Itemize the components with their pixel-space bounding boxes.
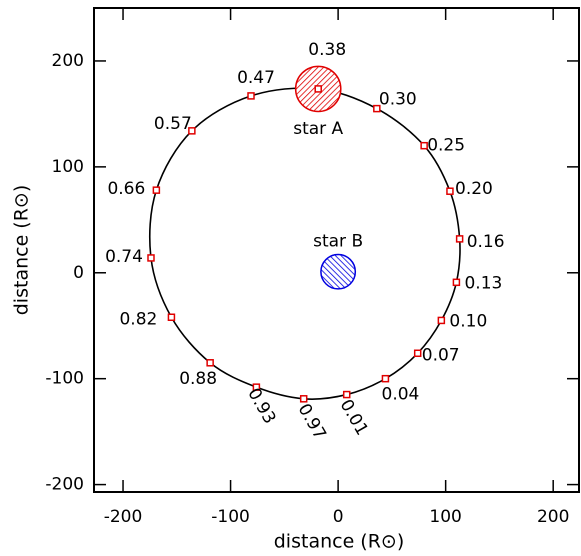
phase-label: 0.30: [379, 90, 417, 110]
phase-label: 0.16: [467, 232, 505, 252]
phase-point: [413, 349, 422, 358]
x-tick-label: 0: [333, 507, 344, 527]
phase-label: 0.82: [119, 309, 157, 329]
phase-point: [188, 127, 196, 135]
phase-point: [381, 374, 390, 383]
phase-label: 0.57: [154, 114, 192, 134]
phase-point: [152, 186, 161, 194]
phase-label: 0.07: [422, 345, 460, 365]
phase-point: [420, 141, 428, 150]
phase-label: 0.47: [237, 68, 275, 88]
phase-point: [373, 104, 381, 113]
phase-label: 0.88: [179, 369, 217, 389]
phase-label: 0.20: [455, 179, 493, 199]
y-tick-label: -100: [45, 369, 84, 389]
phase-point: [206, 359, 214, 367]
x-axis-label: distance (R⊙): [274, 531, 405, 553]
y-tick-label: -200: [45, 475, 84, 495]
y-tick-label: 200: [52, 51, 84, 71]
phase-point: [342, 390, 351, 399]
x-tick-label: 200: [537, 507, 569, 527]
phase-label: 0.13: [464, 273, 502, 293]
phase-point: [455, 235, 464, 243]
plot-frame: [93, 7, 580, 493]
phase-label: 0.10: [449, 311, 487, 331]
y-tick-label: 100: [52, 157, 84, 177]
phase-label: 0.25: [427, 136, 465, 156]
x-tick-label: -200: [104, 507, 143, 527]
phase-label: 0.93: [243, 385, 279, 428]
x-tick-label: 100: [429, 507, 461, 527]
phase-point: [247, 92, 255, 100]
phase-point: [252, 383, 261, 391]
phase-point: [167, 313, 176, 322]
phase-label: 0.66: [107, 179, 145, 199]
phase-point: [299, 395, 308, 403]
phase-label: 0.97: [294, 400, 330, 443]
phase-point: [147, 254, 155, 262]
y-axis-label: distance (R⊙): [11, 185, 33, 316]
phase-point: [452, 278, 461, 287]
phase-point: [314, 85, 322, 93]
phase-point: [446, 187, 454, 195]
star-label: star B: [313, 232, 363, 252]
phase-label: 0.04: [382, 385, 420, 405]
phase-point: [437, 316, 446, 325]
x-tick-label: -100: [211, 507, 250, 527]
phase-label: 0.38: [308, 40, 346, 60]
star-label: star A: [293, 119, 343, 139]
y-tick-label: 0: [73, 263, 84, 283]
phase-label: 0.74: [105, 247, 143, 267]
phase-label: 0.01: [336, 396, 372, 439]
star: [320, 253, 357, 290]
